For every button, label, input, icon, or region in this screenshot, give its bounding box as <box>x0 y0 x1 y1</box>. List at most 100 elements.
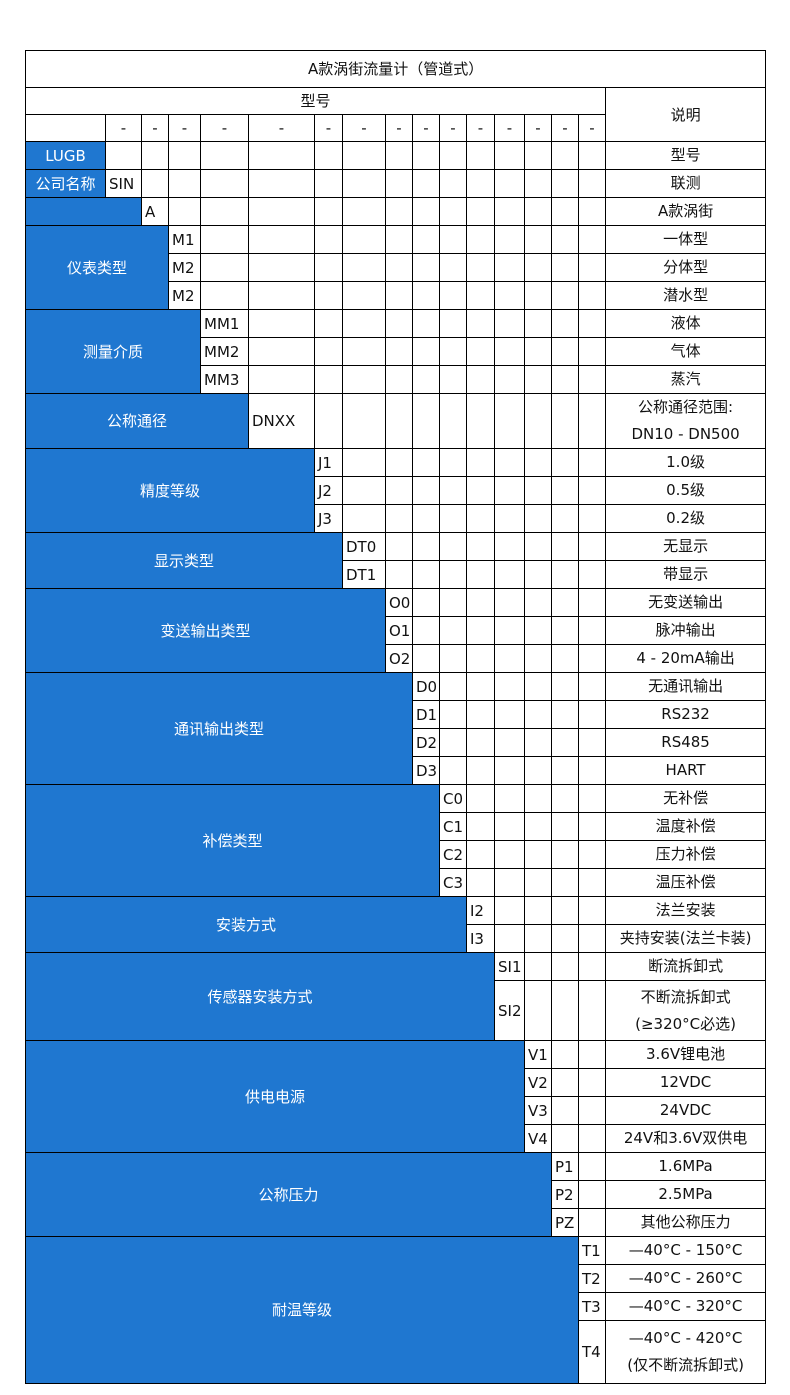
separator-dash: - <box>494 114 525 142</box>
empty-cell <box>524 532 552 561</box>
empty-cell <box>578 1096 606 1125</box>
empty-cell <box>314 141 343 170</box>
empty-cell <box>439 365 467 394</box>
empty-cell <box>200 169 249 198</box>
separator-dash: - <box>385 114 413 142</box>
option-description: 公称通径范围: DN10 - DN500 <box>604 393 767 449</box>
empty-cell <box>141 169 169 198</box>
empty-cell <box>524 616 552 645</box>
option-row: 通讯输出类型 D0 无通讯输出 <box>25 672 767 785</box>
empty-cell <box>342 197 386 226</box>
empty-cell <box>248 337 315 366</box>
description-line: 一体型 <box>663 230 709 248</box>
empty-cell <box>314 365 343 394</box>
empty-cell <box>412 532 440 561</box>
empty-cell <box>466 225 495 254</box>
group-label: 仪表类型 <box>25 225 169 310</box>
description-line: —40°C - 260°C <box>628 1269 743 1287</box>
empty-cell <box>412 337 440 366</box>
option-row: LUGB 型号 <box>25 141 767 170</box>
description-line: RS485 <box>661 733 710 751</box>
group-label: 变送输出类型 <box>25 588 386 673</box>
option-row: 仪表类型 M1 一体型 <box>25 225 767 310</box>
empty-cell <box>439 281 467 310</box>
option-row: MM2 气体 <box>26 337 767 366</box>
empty-cell <box>551 281 579 310</box>
option-description: —40°C - 150°C <box>604 1236 767 1265</box>
title-row: A款涡街流量计（管道式） <box>24 50 767 88</box>
empty-cell <box>494 253 525 282</box>
empty-cell <box>412 309 440 338</box>
empty-cell <box>314 197 343 226</box>
empty-cell <box>412 393 440 449</box>
empty-cell <box>524 309 552 338</box>
option-description: 1.6MPa <box>604 1152 767 1181</box>
empty-cell <box>578 1180 606 1209</box>
separator-dash: - <box>578 114 606 142</box>
empty-cell <box>466 253 495 282</box>
option-description: 法兰安装 <box>604 896 767 925</box>
empty-cell <box>248 281 315 310</box>
empty-cell <box>439 700 467 729</box>
option-description: 0.5级 <box>604 476 767 505</box>
option-row: 传感器安装方式 SI1 断流拆卸式 <box>25 952 767 1041</box>
option-row: M2 潜水型 <box>26 281 767 310</box>
empty-cell <box>466 700 495 729</box>
empty-cell <box>551 896 579 925</box>
empty-cell <box>342 253 386 282</box>
empty-cell <box>466 448 495 477</box>
empty-cell <box>439 225 467 254</box>
group-label: 传感器安装方式 <box>25 952 495 1041</box>
empty-cell <box>551 868 579 897</box>
option-row: M2 分体型 <box>26 253 767 282</box>
separator-dash: - <box>314 114 343 142</box>
empty-cell <box>494 448 525 477</box>
option-code: J2 <box>314 476 343 505</box>
empty-cell <box>578 281 606 310</box>
empty-cell <box>578 476 606 505</box>
empty-cell <box>412 504 440 533</box>
option-code: DNXX <box>248 393 315 449</box>
empty-cell <box>551 197 579 226</box>
description-line: 3.6V锂电池 <box>646 1045 726 1063</box>
empty-cell <box>342 225 386 254</box>
empty-cell <box>412 141 440 170</box>
option-row: V2 12VDC <box>26 1068 767 1097</box>
empty-cell <box>200 281 249 310</box>
description-line: 夹持安装(法兰卡装) <box>619 929 752 947</box>
separator-dash: - <box>466 114 495 142</box>
empty-cell <box>551 309 579 338</box>
empty-cell <box>466 840 495 869</box>
empty-cell <box>494 141 525 170</box>
empty-cell <box>524 225 552 254</box>
option-code: DT0 <box>342 532 386 561</box>
empty-cell <box>385 448 413 477</box>
group-label: 补偿类型 <box>25 784 440 897</box>
empty-cell <box>494 197 525 226</box>
option-row: C2 压力补偿 <box>26 840 767 869</box>
empty-cell <box>466 337 495 366</box>
empty-cell <box>385 197 413 226</box>
empty-cell <box>439 309 467 338</box>
empty-cell <box>248 169 315 198</box>
empty-cell <box>578 952 606 981</box>
empty-cell <box>248 309 315 338</box>
option-code: A <box>141 197 169 226</box>
empty-cell <box>524 952 552 981</box>
empty-cell <box>524 504 552 533</box>
empty-cell <box>494 169 525 198</box>
empty-cell <box>168 197 201 226</box>
empty-cell <box>578 141 606 170</box>
empty-cell <box>466 588 495 617</box>
empty-cell <box>200 197 249 226</box>
option-code: SIN <box>105 169 142 198</box>
empty-cell <box>578 253 606 282</box>
empty-cell <box>551 1040 579 1069</box>
empty-cell <box>524 672 552 701</box>
empty-cell <box>524 281 552 310</box>
option-code: DT1 <box>342 560 386 589</box>
empty-cell <box>494 476 525 505</box>
empty-cell <box>248 253 315 282</box>
option-code: T4 <box>578 1320 606 1384</box>
description-header: 说明 <box>604 87 767 142</box>
